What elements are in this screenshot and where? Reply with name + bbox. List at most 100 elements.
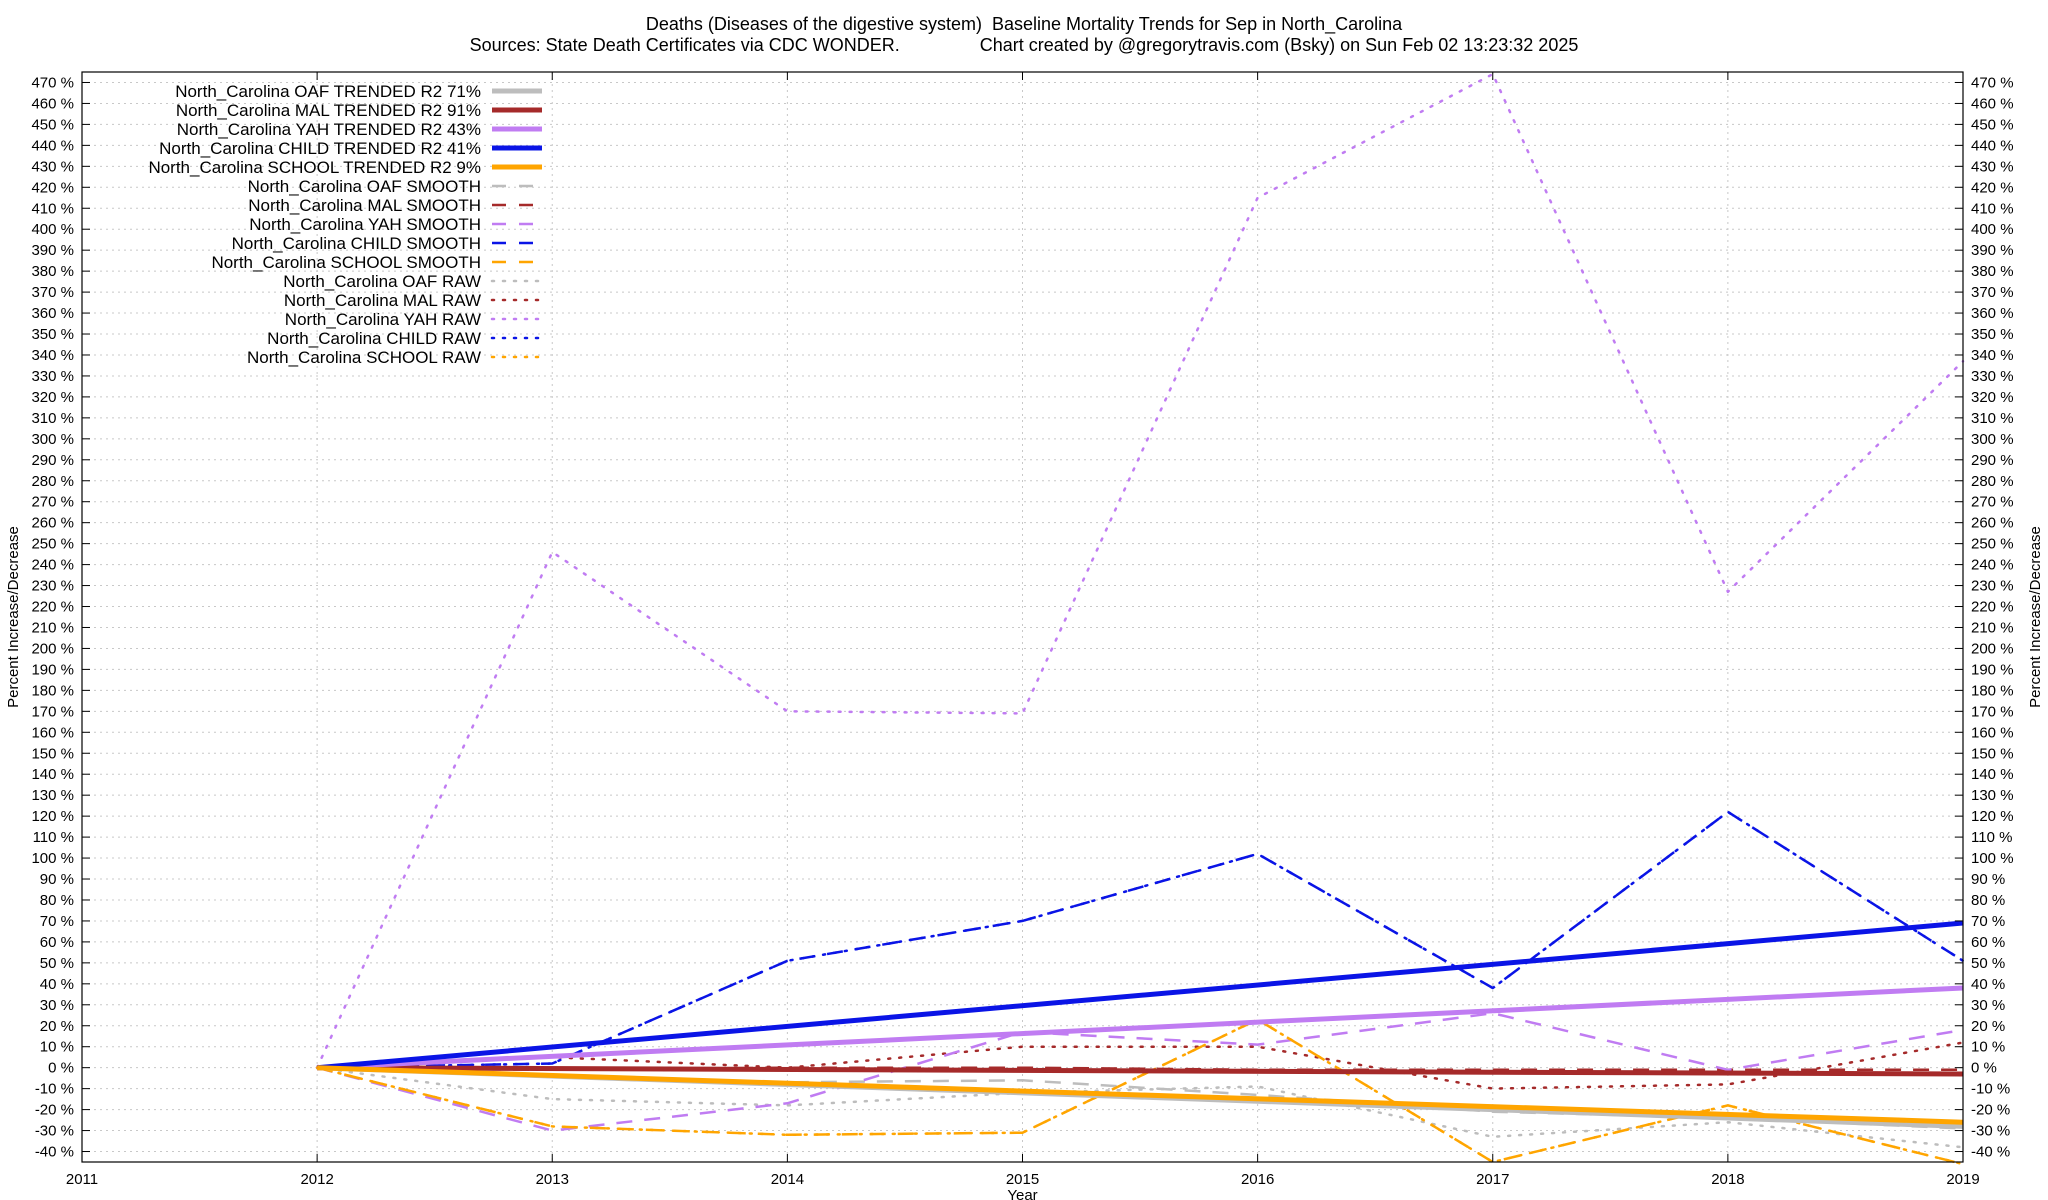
y-tick-label: 250 % [31,536,74,553]
x-axis-title: Year [1007,1187,1037,1200]
y-tick-label-right: 460 % [1971,95,2014,112]
y-tick-label: 430 % [31,158,74,175]
y-axis-title-right: Percent Increase/Decrease [2027,526,2044,708]
y-tick-label-right: 380 % [1971,263,2014,280]
y-tick-label-right: 130 % [1971,787,2014,804]
y-tick-label: 100 % [31,850,74,867]
x-tick-label: 2017 [1476,1171,1509,1188]
y-tick-label-right: 320 % [1971,389,2014,406]
y-tick-label: 170 % [31,703,74,720]
series-line-mal-trend [317,1065,1964,1077]
y-tick-label-right: 210 % [1971,619,2014,636]
axis-ticks: -40 % -40 % -30 % -30 % -20 % -20 % -10 % -10 %… [31,72,2014,1188]
y-tick-label: 30 % [40,997,74,1014]
y-tick-label-right: 120 % [1971,808,2014,825]
y-tick-label-right: 430 % [1971,158,2014,175]
y-tick-label: 330 % [31,368,74,385]
y-tick-label-right: 360 % [1971,305,2014,322]
y-tick-label-right: 10 % [1971,1039,2005,1056]
y-tick-label-right: 70 % [1971,913,2005,930]
y-tick-label: 130 % [31,787,74,804]
x-tick-label: 2018 [1711,1171,1744,1188]
series-line-yah-trend [316,985,1964,1071]
legend-label: North_Carolina CHILD RAW [267,329,481,348]
y-tick-label-right: 160 % [1971,724,2014,741]
y-tick-label-right: 280 % [1971,473,2014,490]
y-tick-label-right: 140 % [1971,766,2014,783]
legend-label: North_Carolina MAL RAW [284,291,481,310]
y-tick-label: 180 % [31,682,74,699]
y-tick-label: 160 % [31,724,74,741]
y-tick-label: 50 % [40,955,74,972]
y-tick-label-right: 230 % [1971,578,2014,595]
series-line-child-trend [316,920,1964,1071]
y-tick-label-right: 220 % [1971,599,2014,616]
legend-label: North_Carolina OAF RAW [283,272,481,291]
y-tick-label-right: 300 % [1971,431,2014,448]
y-tick-label-right: 0 % [1971,1060,1997,1077]
y-tick-label: 240 % [31,557,74,574]
y-tick-label-right: 440 % [1971,137,2014,154]
y-tick-label: 410 % [31,200,74,217]
chart-subtitle: Sources: State Death Certificates via CD… [469,35,1579,55]
y-tick-label: 20 % [40,1018,74,1035]
y-tick-label-right: 250 % [1971,536,2014,553]
y-tick-label: 210 % [31,619,74,636]
y-tick-label-right: 90 % [1971,871,2005,888]
y-tick-label-right: 450 % [1971,116,2014,133]
y-tick-label: 260 % [31,515,74,532]
y-tick-label: 470 % [31,74,74,91]
y-tick-label: 280 % [31,473,74,490]
y-tick-label: 270 % [31,494,74,511]
legend-label: North_Carolina SCHOOL TRENDED R2 9% [148,158,481,177]
y-tick-label-right: 330 % [1971,368,2014,385]
series-line-child-raw [315,810,1965,1069]
y-tick-label-right: 180 % [1971,682,2014,699]
y-tick-label-right: -30 % [1971,1123,2010,1140]
y-tick-label: 190 % [31,661,74,678]
series-line-school-smooth [316,1018,1964,1166]
legend-label: North_Carolina YAH TRENDED R2 43% [177,120,481,139]
y-tick-label-right: -10 % [1971,1081,2010,1098]
legend-label: North_Carolina SCHOOL RAW [247,348,481,367]
chart-title: Deaths (Diseases of the digestive system… [645,14,1403,34]
y-tick-label: 110 % [33,829,74,846]
y-axis-title: Percent Increase/Decrease [5,526,22,708]
y-tick-label: 450 % [31,116,74,133]
y-tick-label-right: 170 % [1971,703,2014,720]
y-tick-label-right: 270 % [1971,494,2014,511]
y-tick-label-right: 290 % [1971,452,2014,469]
y-tick-label: 340 % [31,347,74,364]
y-tick-label: 300 % [31,431,74,448]
y-tick-label-right: 470 % [1971,74,2014,91]
y-tick-label: 350 % [31,326,74,343]
series-line-school-raw [315,1018,1965,1166]
y-tick-label: 80 % [40,892,74,909]
y-tick-label: 320 % [31,389,74,406]
y-tick-label: 220 % [31,599,74,616]
y-tick-label: -20 % [35,1102,74,1119]
y-tick-label-right: 190 % [1971,661,2014,678]
legend-label: North_Carolina MAL TRENDED R2 91% [176,101,481,120]
y-tick-label: 400 % [31,221,74,238]
y-tick-label-right: 40 % [1971,976,2005,993]
y-tick-label-right: 370 % [1971,284,2014,301]
x-tick-label: 2012 [300,1171,333,1188]
legend-label: North_Carolina YAH SMOOTH [249,215,481,234]
y-tick-label-right: 100 % [1971,850,2014,867]
y-tick-label-right: 30 % [1971,997,2005,1014]
y-tick-label: 390 % [31,242,74,259]
y-tick-label: 310 % [31,410,74,427]
y-tick-label-right: 110 % [1971,829,2012,846]
y-tick-label-right: 400 % [1971,221,2014,238]
y-tick-label-right: 350 % [1971,326,2014,343]
series-line-yah-raw [315,72,1965,1069]
y-tick-label: 0 % [48,1060,74,1077]
y-tick-label: 120 % [31,808,74,825]
x-tick-label: 2014 [771,1171,804,1188]
y-tick-label: 290 % [31,452,74,469]
y-tick-label-right: 50 % [1971,955,2005,972]
y-tick-label: 460 % [31,95,74,112]
y-tick-label: -10 % [35,1081,74,1098]
series-line-child-smooth [317,810,1964,1069]
